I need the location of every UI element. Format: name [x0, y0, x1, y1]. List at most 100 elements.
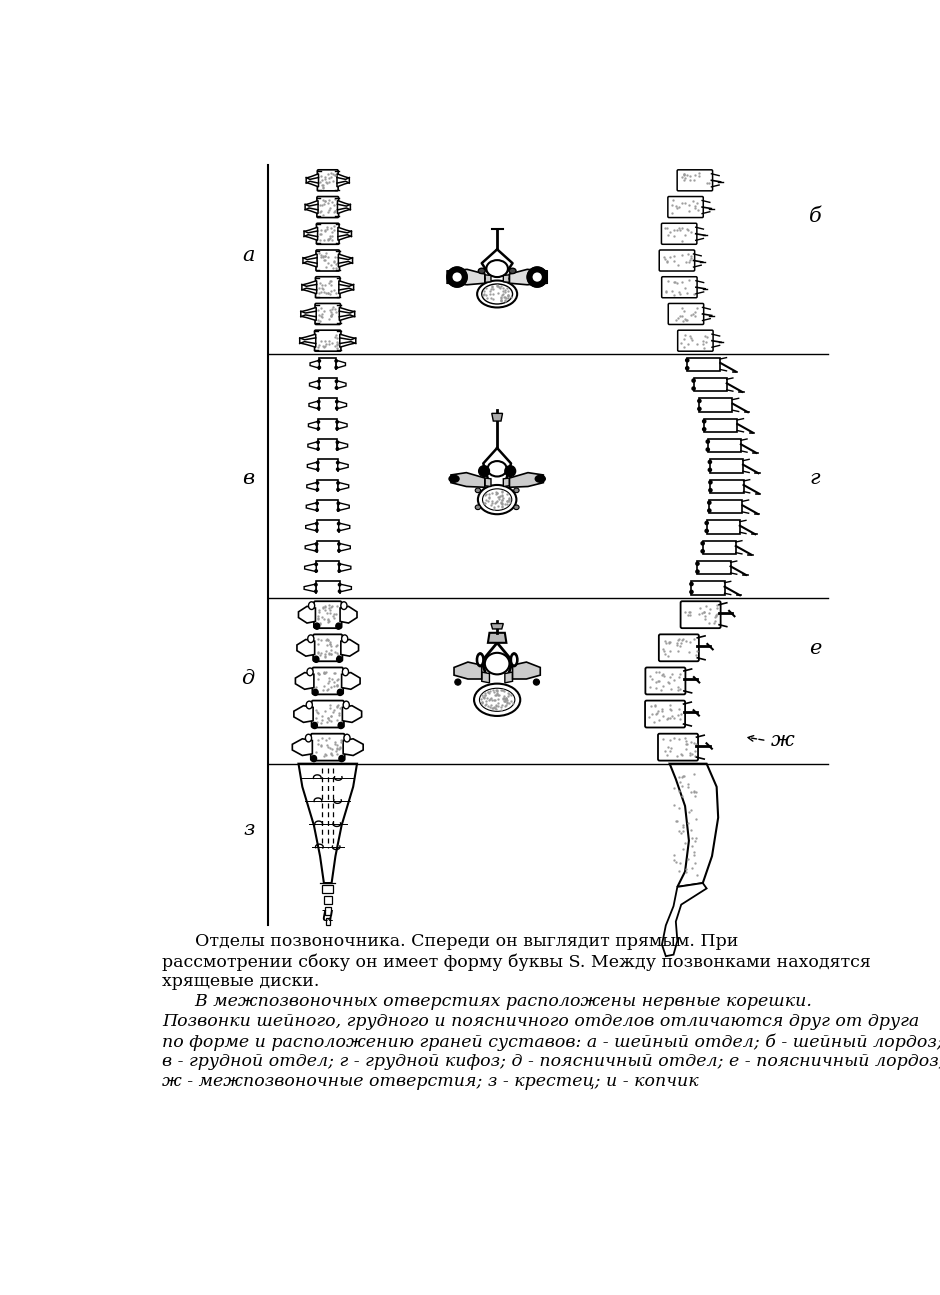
Polygon shape — [310, 360, 320, 368]
Circle shape — [317, 426, 321, 430]
Ellipse shape — [342, 668, 349, 676]
Polygon shape — [306, 523, 317, 531]
Text: по форме и расположению граней суставов: а - шейный отдел; б - шейный лордоз;: по форме и расположению граней суставов:… — [163, 1033, 940, 1050]
Circle shape — [707, 500, 712, 505]
Circle shape — [314, 583, 318, 587]
Circle shape — [318, 365, 321, 369]
Circle shape — [708, 488, 713, 492]
Text: г: г — [809, 469, 820, 488]
Ellipse shape — [510, 653, 518, 667]
Polygon shape — [341, 640, 358, 657]
Circle shape — [704, 528, 709, 534]
Polygon shape — [669, 764, 718, 887]
FancyBboxPatch shape — [311, 734, 345, 760]
Circle shape — [317, 379, 321, 383]
Circle shape — [337, 480, 340, 484]
Polygon shape — [337, 442, 348, 449]
Ellipse shape — [314, 657, 319, 662]
Circle shape — [337, 589, 341, 593]
Circle shape — [335, 400, 338, 404]
Polygon shape — [454, 662, 482, 679]
Polygon shape — [503, 478, 509, 487]
Text: Отделы позвоночника. Спереди он выглядит прямым. При: Отделы позвоночника. Спереди он выглядит… — [163, 934, 739, 951]
Ellipse shape — [476, 488, 480, 492]
Ellipse shape — [482, 488, 511, 510]
Circle shape — [315, 522, 319, 526]
Circle shape — [317, 400, 321, 404]
Circle shape — [452, 272, 462, 282]
Circle shape — [705, 447, 710, 452]
Bar — [322, 886, 333, 894]
Circle shape — [316, 480, 320, 484]
Circle shape — [336, 440, 339, 444]
Circle shape — [317, 420, 321, 423]
Polygon shape — [339, 307, 354, 321]
Circle shape — [685, 357, 690, 363]
Circle shape — [447, 267, 467, 287]
Circle shape — [336, 426, 339, 430]
Polygon shape — [340, 606, 357, 623]
Bar — [687, 357, 720, 370]
Bar — [323, 896, 332, 904]
Polygon shape — [337, 201, 351, 214]
Circle shape — [708, 480, 713, 484]
Polygon shape — [485, 478, 491, 487]
Bar — [324, 906, 331, 914]
Text: д: д — [242, 670, 255, 689]
Polygon shape — [306, 201, 318, 214]
Bar — [318, 439, 337, 452]
Text: б: б — [809, 207, 822, 227]
Text: хрящевые диски.: хрящевые диски. — [163, 973, 320, 991]
Bar — [317, 521, 338, 534]
Ellipse shape — [307, 635, 314, 642]
Bar — [710, 500, 743, 513]
Polygon shape — [447, 269, 485, 285]
FancyBboxPatch shape — [317, 223, 339, 245]
Ellipse shape — [336, 623, 341, 629]
Ellipse shape — [339, 755, 344, 761]
Bar — [699, 399, 732, 412]
Circle shape — [708, 460, 713, 465]
FancyBboxPatch shape — [315, 330, 341, 351]
Circle shape — [337, 569, 341, 572]
Bar — [318, 479, 338, 493]
Polygon shape — [662, 883, 707, 956]
Circle shape — [691, 386, 696, 391]
Ellipse shape — [485, 653, 509, 675]
Circle shape — [336, 461, 339, 465]
FancyBboxPatch shape — [317, 197, 338, 218]
Bar — [711, 479, 744, 493]
Polygon shape — [305, 584, 316, 592]
Polygon shape — [303, 254, 317, 267]
Bar — [710, 460, 743, 473]
Polygon shape — [337, 360, 346, 368]
Circle shape — [315, 508, 319, 512]
Text: рассмотрении сбоку он имеет форму буквы S. Между позвонками находятся: рассмотрении сбоку он имеет форму буквы … — [163, 953, 871, 971]
Circle shape — [316, 461, 320, 465]
Circle shape — [316, 488, 320, 492]
Bar — [697, 561, 730, 574]
Circle shape — [478, 466, 490, 477]
Circle shape — [452, 272, 462, 282]
Polygon shape — [337, 462, 348, 470]
Ellipse shape — [478, 655, 482, 664]
Ellipse shape — [478, 268, 485, 273]
Circle shape — [335, 359, 338, 363]
Ellipse shape — [488, 461, 507, 477]
Ellipse shape — [338, 723, 343, 729]
FancyBboxPatch shape — [662, 277, 697, 298]
Polygon shape — [301, 307, 316, 321]
Text: и: и — [321, 906, 335, 925]
Ellipse shape — [314, 623, 320, 629]
Circle shape — [335, 379, 338, 383]
Ellipse shape — [313, 689, 318, 695]
Bar — [703, 541, 736, 554]
Ellipse shape — [482, 284, 512, 304]
Text: в: в — [243, 469, 255, 488]
FancyBboxPatch shape — [667, 197, 703, 218]
FancyBboxPatch shape — [318, 170, 338, 190]
FancyBboxPatch shape — [659, 635, 698, 662]
Ellipse shape — [343, 701, 350, 708]
Polygon shape — [337, 174, 350, 186]
Circle shape — [317, 386, 321, 390]
